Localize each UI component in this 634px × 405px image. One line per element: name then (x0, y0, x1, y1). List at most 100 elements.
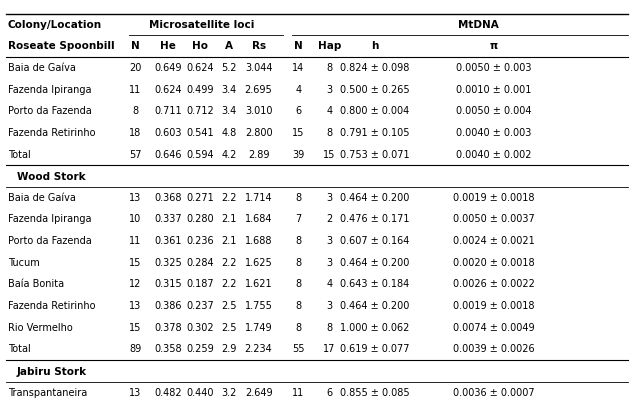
Text: 0.541: 0.541 (186, 128, 214, 138)
Text: 15: 15 (292, 128, 304, 138)
Text: 0.619 ± 0.077: 0.619 ± 0.077 (340, 344, 410, 354)
Text: 0.271: 0.271 (186, 193, 214, 203)
Text: 20: 20 (129, 63, 142, 73)
Text: Porto da Fazenda: Porto da Fazenda (8, 106, 91, 116)
Text: 0.315: 0.315 (154, 279, 182, 289)
Text: 7: 7 (295, 215, 302, 224)
Text: 0.0024 ± 0.0021: 0.0024 ± 0.0021 (453, 236, 535, 246)
Text: 1.755: 1.755 (245, 301, 273, 311)
Text: 13: 13 (129, 193, 142, 203)
Text: Microsatellite loci: Microsatellite loci (150, 20, 255, 30)
Text: 3.010: 3.010 (245, 106, 273, 116)
Text: 0.646: 0.646 (154, 149, 181, 160)
Text: Rio Vermelho: Rio Vermelho (8, 323, 72, 333)
Text: 0.0036 ± 0.0007: 0.0036 ± 0.0007 (453, 388, 535, 398)
Text: 0.791 ± 0.105: 0.791 ± 0.105 (340, 128, 410, 138)
Text: 2.649: 2.649 (245, 388, 273, 398)
Text: Fazenda Retirinho: Fazenda Retirinho (8, 128, 95, 138)
Text: 3.4: 3.4 (221, 85, 236, 95)
Text: 2.89: 2.89 (248, 149, 269, 160)
Text: 0.0050 ± 0.003: 0.0050 ± 0.003 (456, 63, 532, 73)
Text: 0.236: 0.236 (186, 236, 214, 246)
Text: Jabiru Stork: Jabiru Stork (17, 367, 87, 377)
Text: 3: 3 (327, 193, 332, 203)
Text: Fazenda Retirinho: Fazenda Retirinho (8, 301, 95, 311)
Text: 15: 15 (129, 323, 142, 333)
Text: 10: 10 (129, 215, 142, 224)
Text: 0.0040 ± 0.002: 0.0040 ± 0.002 (456, 149, 532, 160)
Text: 0.624: 0.624 (186, 63, 214, 73)
Text: 0.337: 0.337 (154, 215, 182, 224)
Text: N: N (294, 41, 303, 51)
Text: 55: 55 (292, 344, 304, 354)
Text: Porto da Fazenda: Porto da Fazenda (8, 236, 91, 246)
Text: 2.5: 2.5 (221, 301, 236, 311)
Text: 3: 3 (327, 85, 332, 95)
Text: Rs: Rs (252, 41, 266, 51)
Text: 11: 11 (292, 388, 304, 398)
Text: 3.4: 3.4 (221, 106, 236, 116)
Text: 2.1: 2.1 (221, 215, 236, 224)
Text: 0.800 ± 0.004: 0.800 ± 0.004 (340, 106, 410, 116)
Text: 0.0026 ± 0.0022: 0.0026 ± 0.0022 (453, 279, 535, 289)
Text: 8: 8 (327, 128, 332, 138)
Text: 0.624: 0.624 (154, 85, 182, 95)
Text: 0.464 ± 0.200: 0.464 ± 0.200 (340, 193, 410, 203)
Text: π: π (490, 41, 498, 51)
Text: 0.499: 0.499 (186, 85, 214, 95)
Text: 15: 15 (323, 149, 335, 160)
Text: 2.1: 2.1 (221, 236, 236, 246)
Text: 3.2: 3.2 (221, 388, 236, 398)
Text: 2.234: 2.234 (245, 344, 273, 354)
Text: Baia de Gaíva: Baia de Gaíva (8, 193, 75, 203)
Text: 0.386: 0.386 (154, 301, 181, 311)
Text: 3: 3 (327, 236, 332, 246)
Text: 8: 8 (295, 236, 301, 246)
Text: 4: 4 (327, 279, 332, 289)
Text: 3.044: 3.044 (245, 63, 273, 73)
Text: A: A (225, 41, 233, 51)
Text: 4: 4 (327, 106, 332, 116)
Text: 1.621: 1.621 (245, 279, 273, 289)
Text: 8: 8 (295, 258, 301, 268)
Text: Wood Stork: Wood Stork (17, 172, 86, 182)
Text: 11: 11 (129, 236, 142, 246)
Text: 17: 17 (323, 344, 335, 354)
Text: 1.714: 1.714 (245, 193, 273, 203)
Text: 18: 18 (129, 128, 142, 138)
Text: 0.0019 ± 0.0018: 0.0019 ± 0.0018 (453, 193, 535, 203)
Text: 0.476 ± 0.171: 0.476 ± 0.171 (340, 215, 410, 224)
Text: 0.368: 0.368 (154, 193, 181, 203)
Text: 0.0010 ± 0.001: 0.0010 ± 0.001 (456, 85, 532, 95)
Text: 8: 8 (295, 193, 301, 203)
Text: MtDNA: MtDNA (458, 20, 499, 30)
Text: 13: 13 (129, 388, 142, 398)
Text: Ho: Ho (192, 41, 208, 51)
Text: 2.9: 2.9 (221, 344, 236, 354)
Text: 39: 39 (292, 149, 304, 160)
Text: 8: 8 (327, 323, 332, 333)
Text: 0.259: 0.259 (186, 344, 214, 354)
Text: Fazenda Ipiranga: Fazenda Ipiranga (8, 215, 91, 224)
Text: 0.603: 0.603 (154, 128, 181, 138)
Text: 0.0074 ± 0.0049: 0.0074 ± 0.0049 (453, 323, 535, 333)
Text: 2.695: 2.695 (245, 85, 273, 95)
Text: 0.0050 ± 0.0037: 0.0050 ± 0.0037 (453, 215, 535, 224)
Text: 6: 6 (327, 388, 332, 398)
Text: 0.753 ± 0.071: 0.753 ± 0.071 (340, 149, 410, 160)
Text: 2.5: 2.5 (221, 323, 236, 333)
Text: 0.464 ± 0.200: 0.464 ± 0.200 (340, 258, 410, 268)
Text: He: He (160, 41, 176, 51)
Text: 0.187: 0.187 (186, 279, 214, 289)
Text: 6: 6 (295, 106, 301, 116)
Text: 5.2: 5.2 (221, 63, 236, 73)
Text: 0.482: 0.482 (154, 388, 182, 398)
Text: 3: 3 (327, 301, 332, 311)
Text: Roseate Spoonbill: Roseate Spoonbill (8, 41, 114, 51)
Text: 1.688: 1.688 (245, 236, 273, 246)
Text: 14: 14 (292, 63, 304, 73)
Text: 0.0040 ± 0.003: 0.0040 ± 0.003 (456, 128, 532, 138)
Text: 4.8: 4.8 (221, 128, 236, 138)
Text: 0.500 ± 0.265: 0.500 ± 0.265 (340, 85, 410, 95)
Text: Tucum: Tucum (8, 258, 39, 268)
